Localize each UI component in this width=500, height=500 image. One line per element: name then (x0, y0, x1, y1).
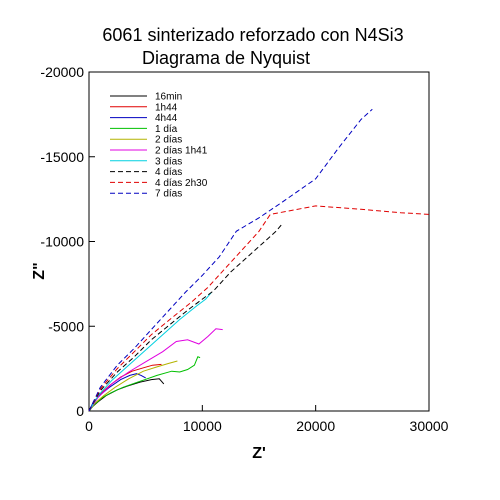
series-line-4 (88, 356, 201, 412)
series-line-5 (88, 360, 178, 412)
legend-label: 7 días (155, 189, 182, 200)
x-tick-label: 0 (85, 418, 93, 434)
legend-label: 1h44 (155, 102, 178, 113)
plot-frame (88, 71, 430, 412)
legend-label: 2 días 1h41 (155, 146, 208, 157)
series-line-10 (88, 108, 373, 412)
series-layer (88, 108, 430, 412)
legend-label: 2 días (155, 135, 182, 146)
x-axis: 0 10000 20000 30000 (85, 405, 449, 434)
y-tick-label: -10000 (40, 234, 84, 250)
x-tick-label: 20000 (296, 418, 335, 434)
legend-label: 4 días (155, 167, 182, 178)
series-line-6 (88, 328, 223, 412)
x-tick-label: 10000 (183, 418, 222, 434)
legend-label: 16min (155, 92, 182, 103)
y-tick-label: -20000 (40, 64, 84, 80)
legend-label: 4h44 (155, 113, 178, 124)
y-tick-label: -5000 (48, 318, 84, 334)
legend-label: 4 días 2h30 (155, 178, 208, 189)
y-axis: 0 -5000 -10000 -15000 -20000 (40, 64, 95, 419)
legend-label: 3 días (155, 156, 182, 167)
y-axis-label: Z" (31, 262, 48, 279)
legend-label: 1 día (155, 124, 178, 135)
x-tick-label: 30000 (410, 418, 449, 434)
series-line-8 (88, 224, 283, 412)
chart-title: 6061 sinterizado reforzado con N4Si3 (102, 25, 403, 45)
series-line-7 (88, 292, 212, 412)
chart-subtitle: Diagrama de Nyquist (142, 48, 310, 68)
x-axis-label: Z' (252, 445, 266, 462)
series-line-9 (88, 205, 430, 412)
y-tick-label: 0 (76, 403, 84, 419)
y-tick-label: -15000 (40, 149, 84, 165)
